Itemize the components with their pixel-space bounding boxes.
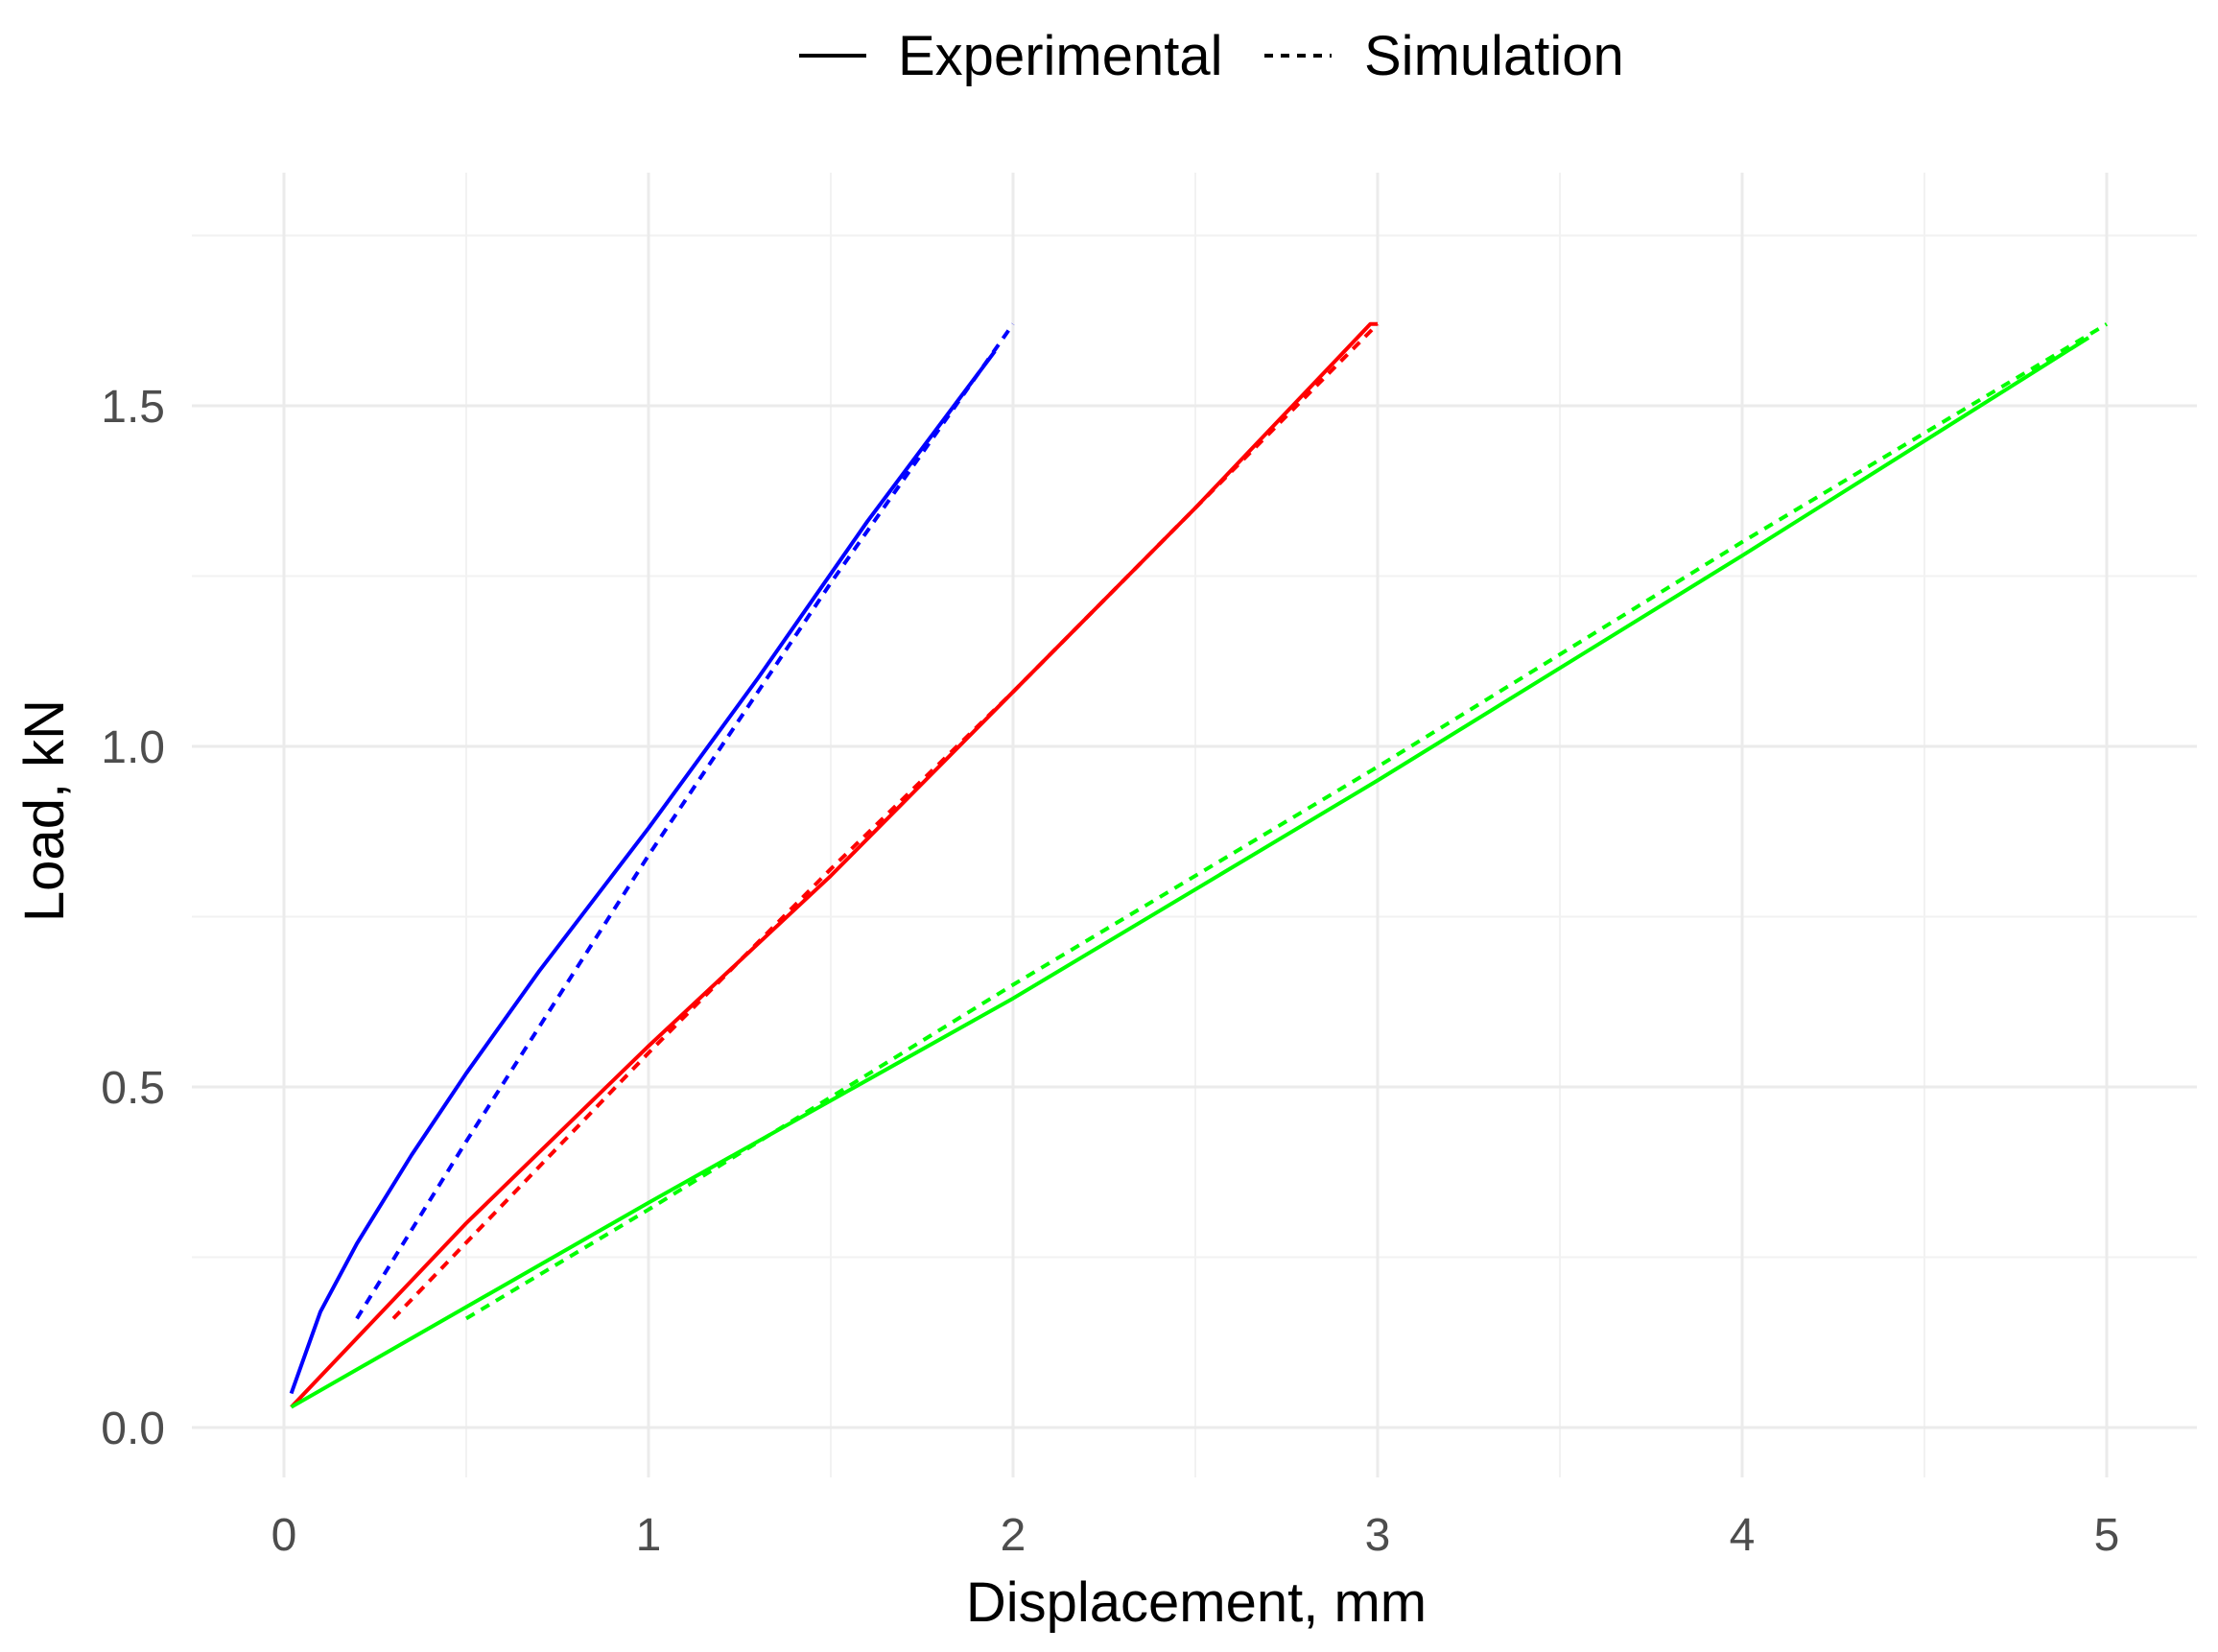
- y-axis-title: Load, kN: [13, 699, 76, 922]
- x-tick-label: 1: [636, 1510, 662, 1561]
- x-axis-title: Displacement, mm: [966, 1571, 1427, 1634]
- blue-experimental-line: [289, 350, 997, 1395]
- x-tick-label: 2: [1001, 1510, 1026, 1561]
- y-tick-label: 1.0: [101, 722, 165, 773]
- minor-gridlines: [192, 173, 2197, 1477]
- green-experimental-line: [290, 336, 2090, 1409]
- major-gridlines: [192, 173, 2197, 1477]
- legend: Experimental Simulation: [799, 25, 1624, 87]
- legend-experimental-label: Experimental: [898, 25, 1222, 87]
- y-tick-label: 0.5: [101, 1063, 165, 1114]
- red-simulation-line: [391, 322, 1380, 1320]
- legend-simulation-label: Simulation: [1364, 25, 1624, 87]
- red-experimental-line: [290, 321, 1378, 1409]
- x-tick-label: 0: [271, 1510, 297, 1561]
- x-tick-label: 3: [1365, 1510, 1391, 1561]
- blue-simulation-line: [355, 322, 1015, 1320]
- series-lines: [289, 321, 2109, 1409]
- y-tick-label: 1.5: [101, 382, 165, 433]
- green-simulation-line: [464, 322, 2109, 1321]
- y-tick-label: 0.0: [101, 1404, 165, 1454]
- x-tick-label: 5: [2094, 1510, 2120, 1561]
- y-axis-tick-labels: 0.0 0.5 1.0 1.5: [101, 382, 165, 1454]
- x-axis-tick-labels: 0 1 2 3 4 5: [271, 1510, 2120, 1561]
- x-tick-label: 4: [1730, 1510, 1756, 1561]
